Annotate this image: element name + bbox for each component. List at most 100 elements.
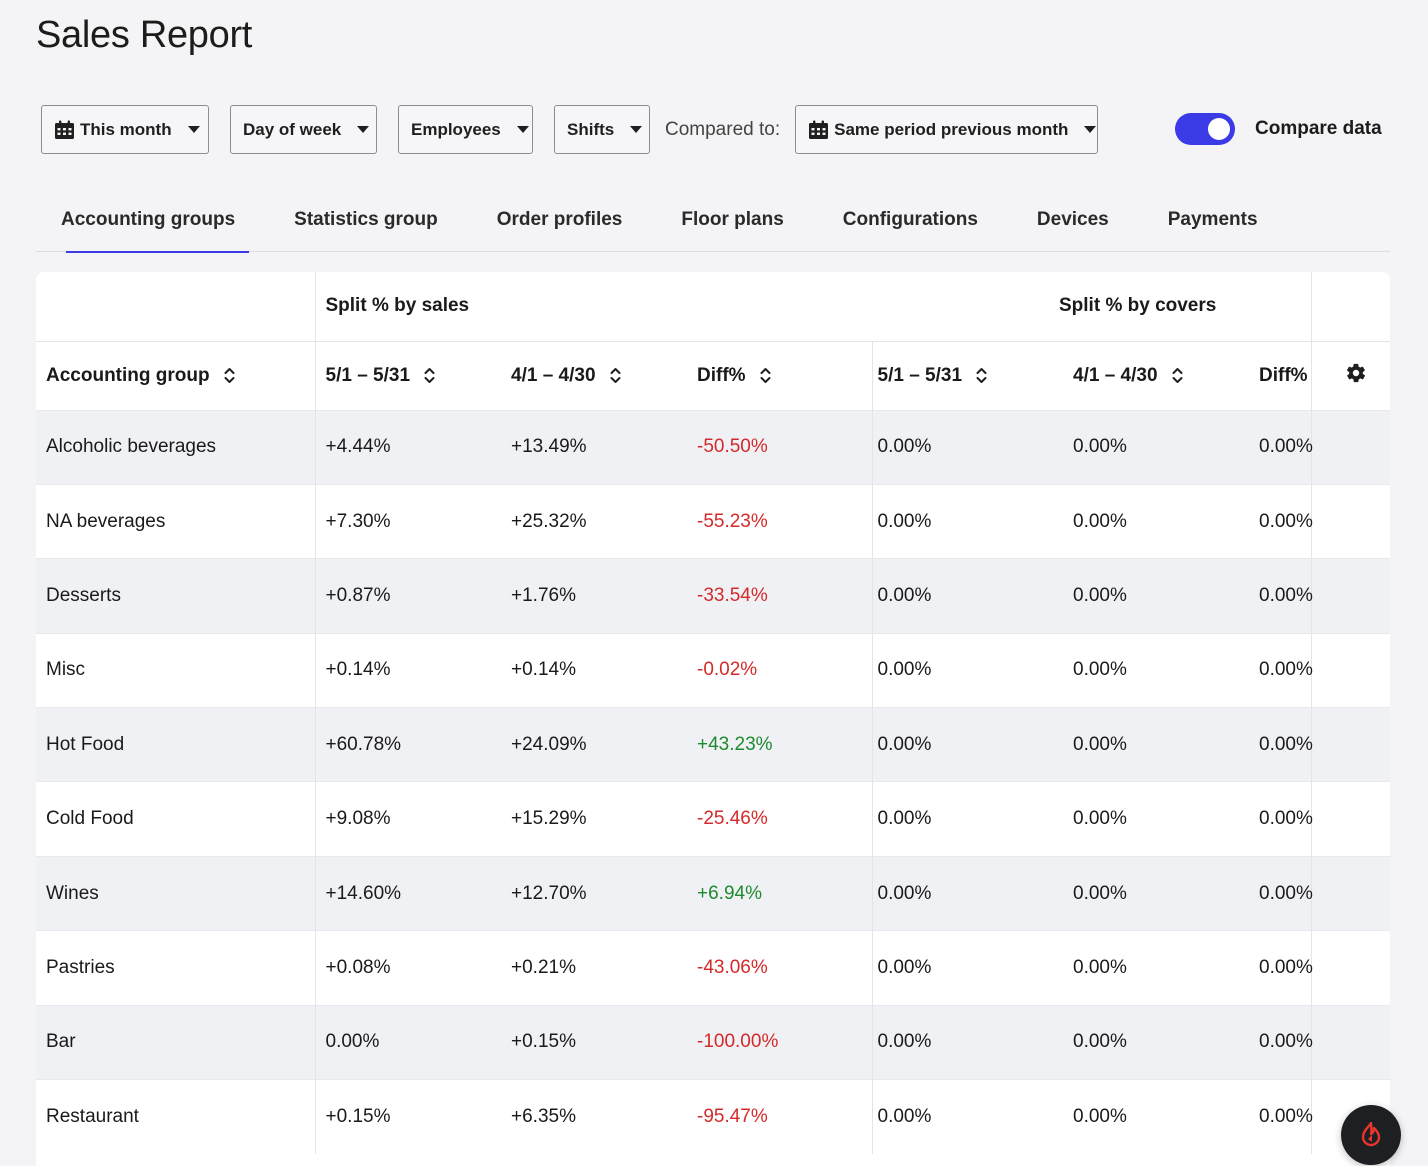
cell-covers-previous: 0.00% xyxy=(1063,483,1249,559)
split-by-sales-header: Split % by sales xyxy=(314,272,872,342)
group-header-settings-blank xyxy=(1310,272,1390,342)
cell-covers-previous: 0.00% xyxy=(1063,632,1249,708)
cell-covers-previous: 0.00% xyxy=(1063,1079,1249,1154)
report-table-card: Split % by sales Split % by covers Accou… xyxy=(36,272,1390,1166)
gear-icon xyxy=(1345,362,1367,384)
cell-sales-diff: -25.46% xyxy=(687,781,872,857)
cell-covers-previous: 0.00% xyxy=(1063,855,1249,931)
column-header-sales-previous[interactable]: 4/1 – 4/30 xyxy=(501,341,687,410)
cell-sales-diff: +43.23% xyxy=(687,707,872,782)
column-header-sales-current[interactable]: 5/1 – 5/31 xyxy=(314,341,501,410)
table-row[interactable]: Misc +0.14% +0.14% -0.02% 0.00% 0.00% 0.00% xyxy=(36,632,1390,708)
tab-devices[interactable]: Devices xyxy=(1036,208,1109,230)
tab-payments[interactable]: Payments xyxy=(1167,208,1258,230)
tab-accounting-groups[interactable]: Accounting groups xyxy=(61,188,250,253)
page-title: Sales Report xyxy=(36,14,253,56)
cell-covers-current: 0.00% xyxy=(871,930,1063,1006)
cell-covers-diff: 0.00% xyxy=(1249,1004,1313,1080)
cell-covers-previous: 0.00% xyxy=(1063,781,1249,857)
support-chat-button[interactable] xyxy=(1341,1105,1401,1165)
cell-sales-previous: +0.14% xyxy=(501,632,687,708)
cell-covers-current: 0.00% xyxy=(871,632,1063,708)
table-row[interactable]: Bar 0.00% +0.15% -100.00% 0.00% 0.00% 0.00% xyxy=(36,1004,1390,1080)
lightspeed-flame-icon xyxy=(1360,1122,1382,1148)
cell-sales-previous: +0.21% xyxy=(501,930,687,1006)
sort-icon[interactable] xyxy=(976,366,987,385)
tab-floor-plans[interactable]: Floor plans xyxy=(681,208,784,230)
cell-settings-blank xyxy=(1310,855,1390,931)
cell-group: Pastries xyxy=(36,930,315,1006)
tab-order-profiles[interactable]: Order profiles xyxy=(496,208,623,230)
cell-sales-current: +0.15% xyxy=(314,1079,501,1154)
cell-covers-diff: 0.00% xyxy=(1249,632,1313,708)
cell-sales-previous: +12.70% xyxy=(501,855,687,931)
table-row[interactable]: Wines +14.60% +12.70% +6.94% 0.00% 0.00% 0.00% xyxy=(36,855,1390,931)
cell-covers-previous: 0.00% xyxy=(1063,930,1249,1006)
comparison-period-dropdown[interactable]: Same period previous month xyxy=(795,105,1099,154)
column-header-covers-diff[interactable]: Diff% xyxy=(1259,364,1308,386)
shifts-dropdown-label: Shifts xyxy=(567,119,615,139)
cell-group: Bar xyxy=(36,1004,315,1080)
employees-dropdown[interactable]: Employees xyxy=(398,105,533,154)
cell-sales-current: +0.87% xyxy=(314,558,501,634)
cell-sales-previous: +6.35% xyxy=(501,1079,687,1154)
cell-sales-previous: +24.09% xyxy=(501,707,687,782)
column-header-label: 5/1 – 5/31 xyxy=(877,364,963,386)
table-row[interactable]: Pastries +0.08% +0.21% -43.06% 0.00% 0.00% 0.0… xyxy=(36,930,1390,1006)
sort-icon[interactable] xyxy=(760,366,771,385)
cell-settings-blank xyxy=(1310,483,1390,559)
column-header-sales-diff[interactable]: Diff% xyxy=(687,341,872,410)
cell-sales-previous: +25.32% xyxy=(501,483,687,559)
cell-sales-diff: -95.47% xyxy=(687,1079,872,1154)
cell-covers-current: 0.00% xyxy=(871,1079,1063,1154)
cell-sales-diff: -55.23% xyxy=(687,483,872,559)
cell-settings-blank xyxy=(1310,930,1390,1006)
column-header-covers-current[interactable]: 5/1 – 5/31 xyxy=(871,341,1063,410)
cell-group: NA beverages xyxy=(36,483,315,559)
cell-group: Wines xyxy=(36,855,315,931)
column-header-covers-previous[interactable]: 4/1 – 4/30 xyxy=(1063,341,1249,410)
cell-covers-diff: 0.00% xyxy=(1249,855,1313,931)
sort-icon[interactable] xyxy=(224,366,235,385)
table-row[interactable]: Hot Food +60.78% +24.09% +43.23% 0.00% 0.00% 0… xyxy=(36,707,1390,782)
table-body: Alcoholic beverages +4.44% +13.49% -50.50% 0… xyxy=(36,409,1390,1154)
cell-group: Desserts xyxy=(36,558,315,634)
cell-sales-diff: -33.54% xyxy=(687,558,872,634)
cell-sales-diff: -43.06% xyxy=(687,930,872,1006)
tab-configurations[interactable]: Configurations xyxy=(842,208,978,230)
cell-sales-current: +14.60% xyxy=(314,855,501,931)
sort-icon[interactable] xyxy=(610,366,621,385)
compare-data-label: Compare data xyxy=(1255,118,1382,139)
cell-group: Hot Food xyxy=(36,707,315,782)
cell-sales-current: +9.08% xyxy=(314,781,501,857)
column-header-label: 4/1 – 4/30 xyxy=(511,364,596,386)
accounting-groups-table: Split % by sales Split % by covers Accou… xyxy=(36,272,1390,1154)
table-row[interactable]: NA beverages +7.30% +25.32% -55.23% 0.00% 0.0… xyxy=(36,483,1390,559)
cell-settings-blank xyxy=(1310,632,1390,708)
period-dropdown[interactable]: This month xyxy=(41,105,209,154)
column-header-accounting-group[interactable]: Accounting group xyxy=(36,341,315,410)
compare-data-toggle[interactable] xyxy=(1175,113,1235,145)
cell-sales-previous: +15.29% xyxy=(501,781,687,857)
table-settings-button[interactable] xyxy=(1310,341,1390,410)
table-row[interactable]: Alcoholic beverages +4.44% +13.49% -50.50% 0… xyxy=(36,409,1390,485)
table-row[interactable]: Desserts +0.87% +1.76% -33.54% 0.00% 0.00% 0.0… xyxy=(36,558,1390,634)
grouping-dropdown[interactable]: Day of week xyxy=(230,105,377,154)
table-row[interactable]: Restaurant +0.15% +6.35% -95.47% 0.00% 0.00% 0… xyxy=(36,1079,1390,1154)
cell-group: Misc xyxy=(36,632,315,708)
tab-statistics-group[interactable]: Statistics group xyxy=(294,208,438,230)
cell-covers-current: 0.00% xyxy=(871,781,1063,857)
cell-sales-current: +0.08% xyxy=(314,930,501,1006)
shifts-dropdown[interactable]: Shifts xyxy=(554,105,650,154)
table-row[interactable]: Cold Food +9.08% +15.29% -25.46% 0.00% 0.00% 0… xyxy=(36,781,1390,857)
cell-sales-diff: -50.50% xyxy=(687,409,872,485)
cell-settings-blank xyxy=(1310,781,1390,857)
sort-icon[interactable] xyxy=(424,366,435,385)
cell-group: Alcoholic beverages xyxy=(36,409,315,485)
cell-covers-previous: 0.00% xyxy=(1063,1004,1249,1080)
comparison-period-label: Same period previous month xyxy=(834,119,1069,139)
cell-sales-current: +4.44% xyxy=(314,409,501,485)
employees-dropdown-label: Employees xyxy=(411,119,501,139)
cell-group: Restaurant xyxy=(36,1079,315,1154)
sort-icon[interactable] xyxy=(1172,366,1183,385)
